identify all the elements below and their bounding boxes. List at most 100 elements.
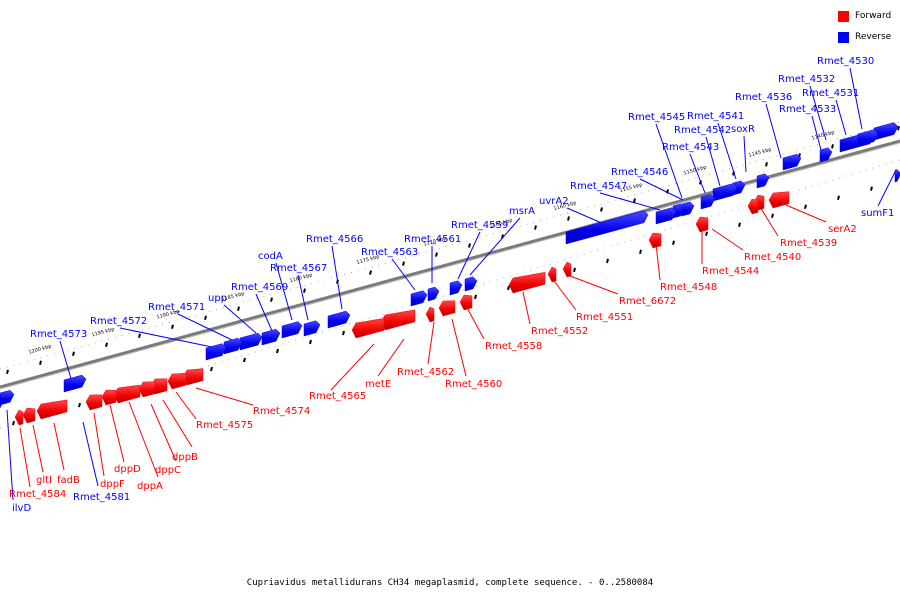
reverse-gene[interactable]: Rmet_4531: [802, 88, 879, 147]
reverse-gene[interactable]: Rmet_4571: [148, 302, 243, 355]
gene-block[interactable]: [0, 389, 15, 406]
forward-gene[interactable]: gltI: [22, 407, 52, 486]
legend-reverse-label: Reverse: [855, 32, 892, 42]
gene-block[interactable]: [138, 381, 156, 398]
tick-mark: [705, 231, 708, 237]
gene-label: fadB: [57, 475, 80, 486]
gene-block[interactable]: [22, 407, 36, 424]
forward-gene[interactable]: Rmet_6672: [562, 261, 676, 307]
reverse-gene[interactable]: codA: [258, 251, 303, 339]
gene-block[interactable]: [281, 321, 303, 339]
forward-gene[interactable]: Rmet_4548: [648, 232, 717, 293]
gene-block[interactable]: [547, 266, 557, 283]
forward-gene[interactable]: dppD: [101, 389, 141, 475]
sequence-backbone-shadow: [0, 142, 900, 390]
gene-block[interactable]: [427, 286, 440, 302]
legend: Forward Reverse: [838, 9, 891, 51]
gene-block[interactable]: [565, 210, 649, 245]
gene-block[interactable]: [410, 290, 428, 307]
gene-block[interactable]: [223, 337, 243, 355]
forward-gene[interactable]: metE: [365, 309, 416, 390]
gene-block[interactable]: [464, 276, 478, 292]
gene-block[interactable]: [63, 374, 87, 393]
forward-gene[interactable]: Rmet_4574: [182, 368, 310, 417]
forward-gene[interactable]: Rmet_4575: [167, 372, 253, 431]
gene-block[interactable]: [756, 173, 770, 189]
forward-gene[interactable]: Rmet_4552: [508, 271, 588, 337]
reverse-gene[interactable]: Rmet_4573: [30, 329, 87, 393]
forward-gene[interactable]: Rmet_4544: [695, 216, 759, 277]
gene-block[interactable]: [562, 261, 572, 278]
reverse-gene[interactable]: Rmet_4546: [611, 167, 695, 217]
gene-block[interactable]: [873, 122, 899, 141]
gene-block[interactable]: [819, 147, 833, 163]
reverse-gene[interactable]: soxR: [731, 124, 770, 189]
forward-gene[interactable]: dppC: [138, 381, 181, 476]
reverse-gene[interactable]: upp: [208, 293, 263, 351]
forward-gene[interactable]: fadB: [36, 399, 80, 486]
reverse-gene[interactable]: sumF1: [861, 169, 900, 219]
reverse-gene[interactable]: Rmet_4559: [449, 220, 508, 296]
gene-leader-line: [391, 258, 416, 291]
reverse-gene[interactable]: msrA: [464, 206, 535, 292]
reverse-gene[interactable]: Rmet_4542: [674, 125, 738, 202]
reverse-gene[interactable]: Rmet_4569: [231, 282, 288, 346]
gene-block[interactable]: [695, 216, 709, 233]
forward-gene[interactable]: Rmet_4584: [9, 409, 66, 500]
gene-block[interactable]: [14, 409, 24, 426]
reverse-gene[interactable]: Rmet_4547: [570, 181, 677, 225]
gene-block[interactable]: [425, 306, 435, 323]
reverse-gene[interactable]: Rmet_4563: [361, 247, 428, 307]
forward-gene[interactable]: dppF: [85, 394, 125, 490]
gene-block[interactable]: [768, 191, 790, 209]
gene-block[interactable]: [655, 207, 677, 225]
reverse-gene[interactable]: ilvD: [0, 389, 31, 514]
forward-gene[interactable]: Rmet_4562: [397, 306, 454, 378]
gene-block[interactable]: [648, 232, 662, 249]
reverse-gene[interactable]: Rmet_4533: [779, 104, 836, 163]
forward-gene[interactable]: serA2: [768, 191, 857, 235]
reverse-gene[interactable]: Rmet_4543: [662, 142, 719, 210]
forward-gene[interactable]: Rmet_4558: [459, 294, 542, 352]
forward-gene[interactable]: Rmet_4551: [547, 266, 633, 323]
forward-gene[interactable]: Rmet_4560: [438, 300, 502, 390]
forward-gene[interactable]: dppA: [113, 384, 163, 492]
gene-block[interactable]: [303, 320, 321, 337]
gene-block[interactable]: [782, 153, 802, 171]
gene-block[interactable]: [239, 332, 263, 351]
gene-block[interactable]: [681, 201, 695, 217]
reverse-gene[interactable]: Rmet_4567: [270, 263, 327, 337]
gene-block[interactable]: [36, 399, 68, 420]
gene-block[interactable]: [747, 198, 759, 215]
gene-block[interactable]: [167, 372, 187, 390]
gene-block[interactable]: [351, 318, 385, 339]
reverse-gene[interactable]: Rmet_4530: [817, 56, 899, 141]
reverse-gene[interactable]: Rmet_4566: [306, 234, 363, 329]
gene-block[interactable]: [261, 328, 281, 346]
gene-block[interactable]: [700, 193, 716, 210]
tick-mark: [600, 207, 603, 212]
gene-block[interactable]: [205, 343, 227, 361]
gene-block[interactable]: [459, 294, 473, 311]
forward-gene[interactable]: Rmet_4565: [309, 318, 385, 402]
gene-block[interactable]: [113, 384, 141, 404]
gene-leader-line: [377, 338, 405, 377]
forward-gene[interactable]: Rmet_4540: [711, 198, 801, 263]
reverse-gene[interactable]: uvrA2: [539, 196, 649, 245]
reverse-gene[interactable]: Rmet_4572: [90, 316, 227, 361]
gene-block[interactable]: [894, 169, 900, 183]
gene-label: Rmet_4569: [231, 282, 288, 293]
gene-block[interactable]: [449, 280, 463, 296]
reverse-gene[interactable]: Rmet_4561: [404, 234, 461, 302]
gene-block[interactable]: [182, 368, 204, 386]
gene-block[interactable]: [327, 310, 351, 329]
gene-leader-line: [655, 243, 661, 281]
gene-block[interactable]: [380, 309, 416, 331]
gene-block[interactable]: [85, 394, 103, 411]
reverse-gene[interactable]: Rmet_4536: [735, 92, 802, 171]
gene-block[interactable]: [438, 300, 456, 317]
gene-block[interactable]: [712, 183, 738, 202]
gene-block[interactable]: [101, 389, 117, 406]
gene-block[interactable]: [508, 271, 546, 294]
gene-block[interactable]: [857, 129, 879, 147]
